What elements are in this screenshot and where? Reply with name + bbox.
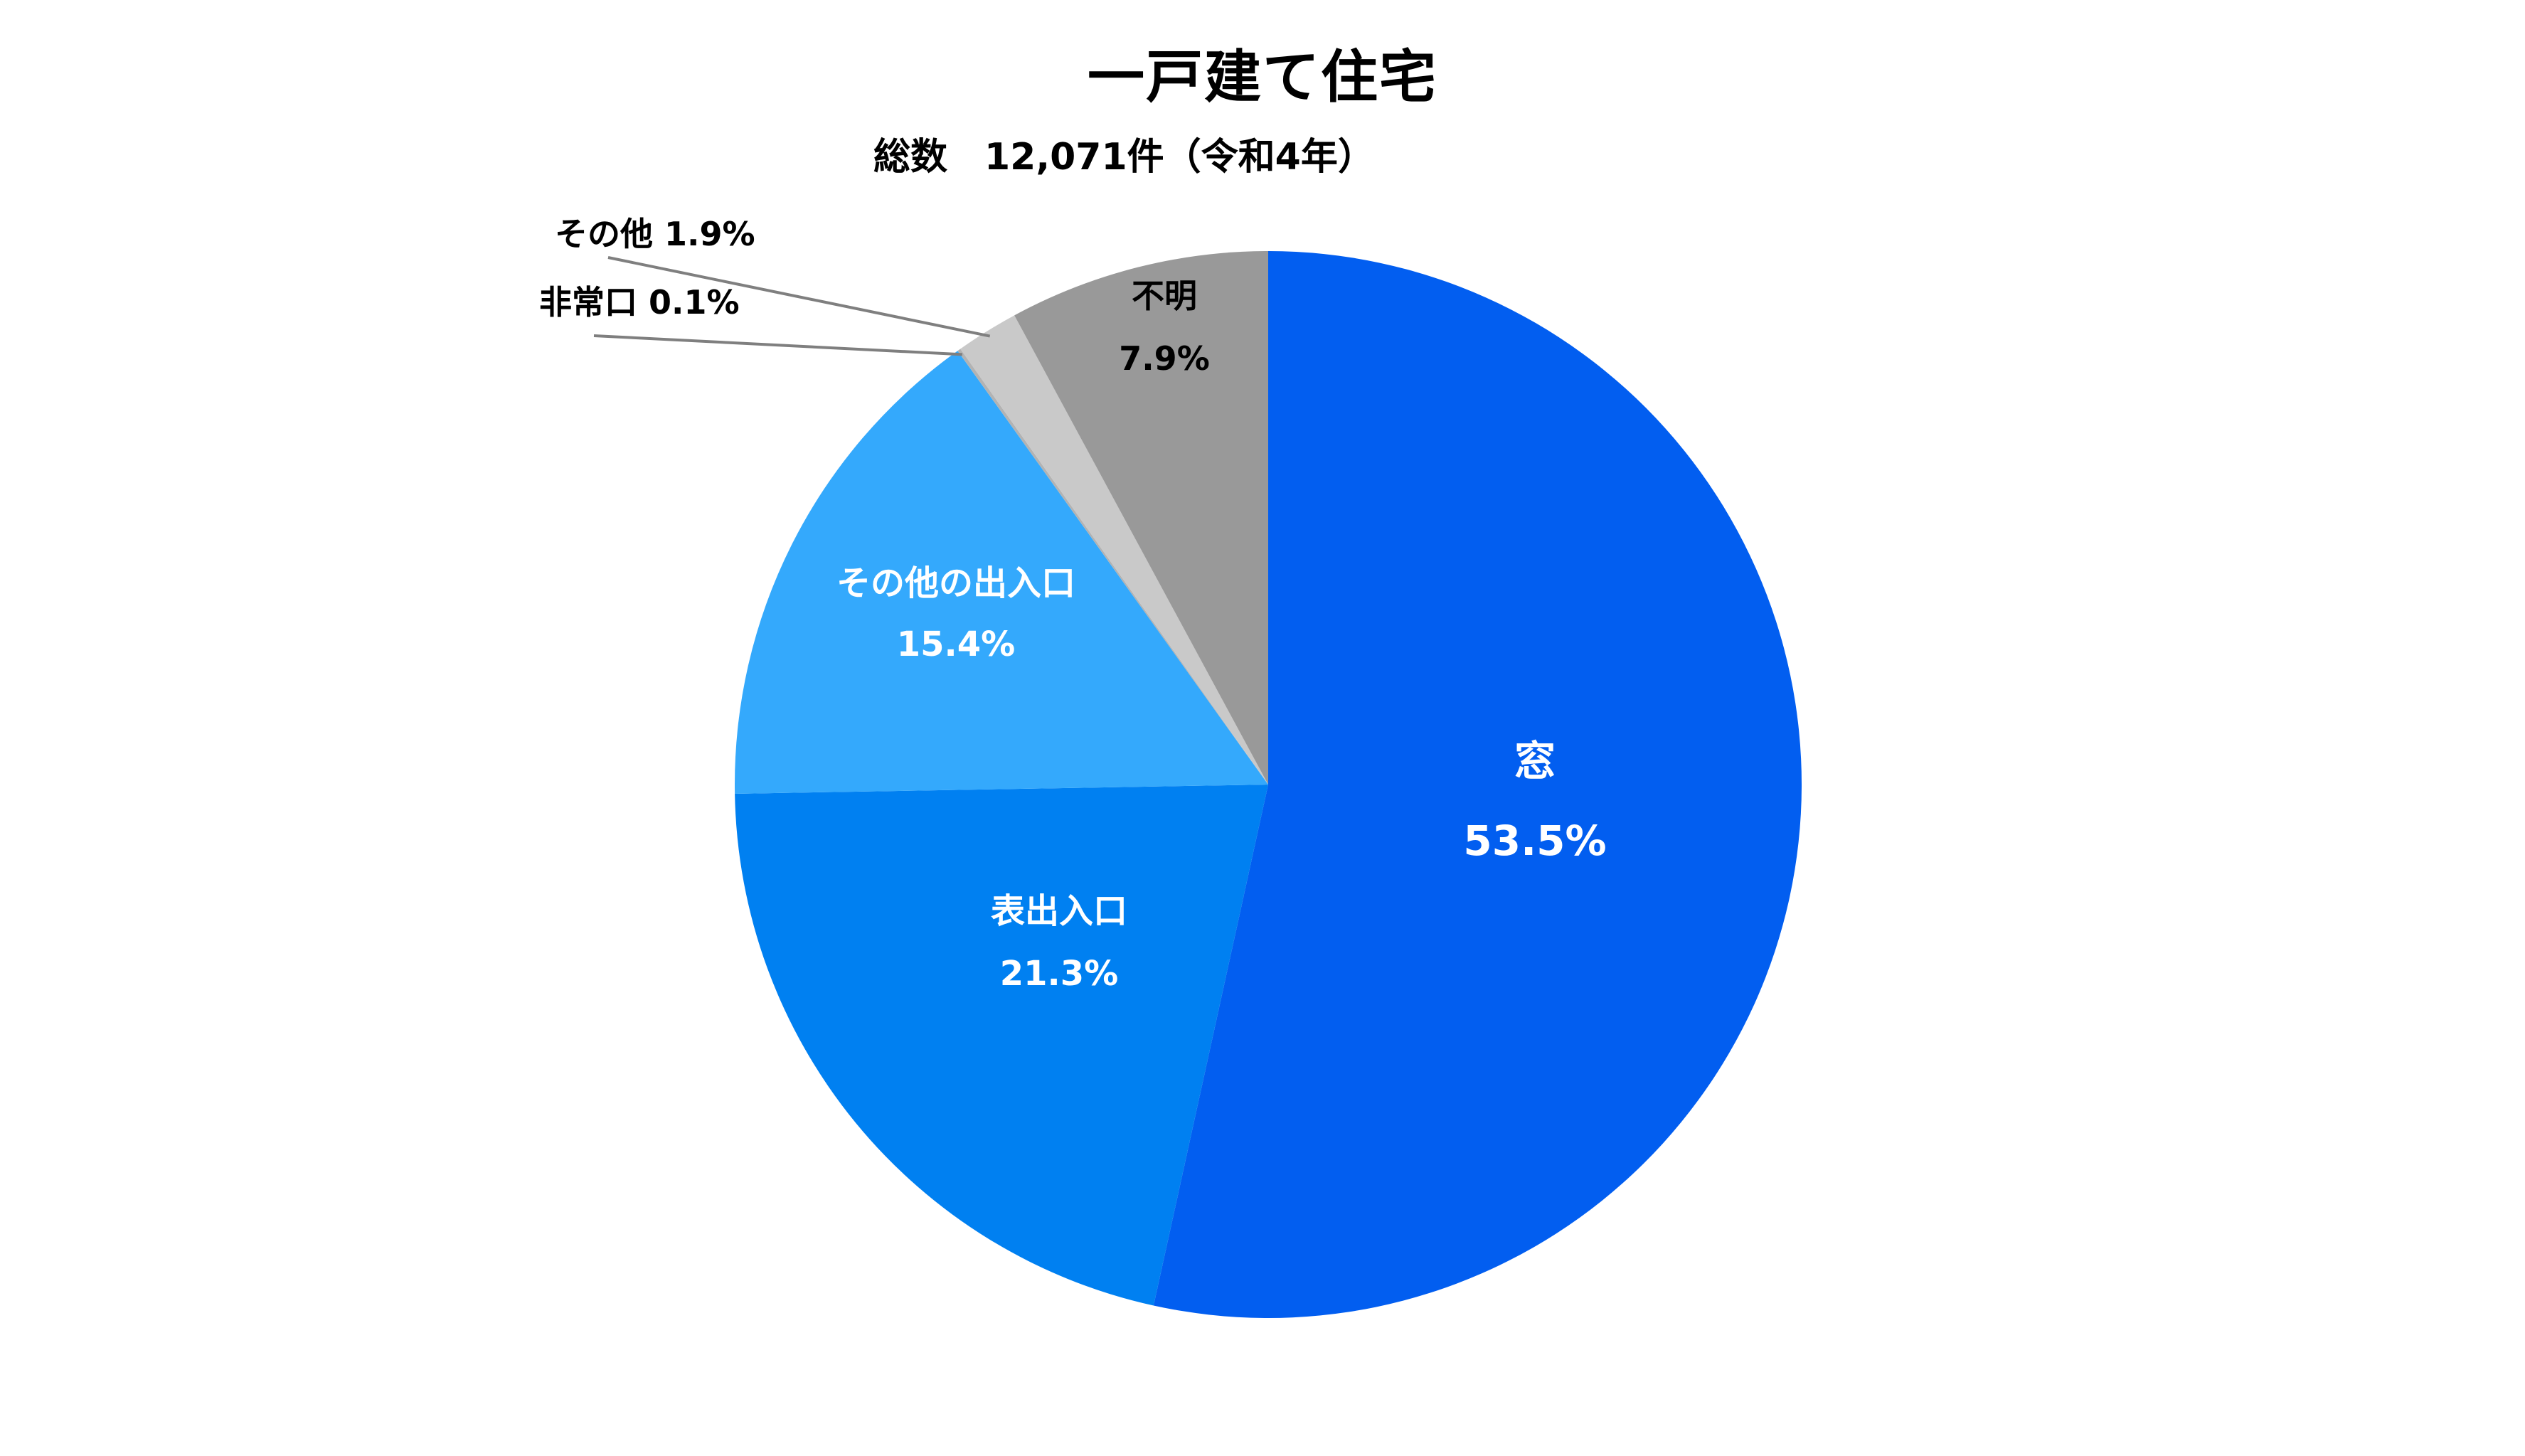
pie-slice-6 (1014, 251, 1268, 785)
pie-slice-4 (957, 349, 1268, 785)
leader-line-5 (607, 256, 991, 338)
slice-label-6: 不明 (1132, 277, 1197, 315)
leader-line-4 (593, 334, 963, 356)
slice-value-label-6: 7.9% (1119, 339, 1210, 378)
slice-value-label-3: 15.4% (897, 625, 1016, 664)
slice-label-5: その他 1.9% (555, 215, 755, 253)
slice-value-label-2: 21.3% (1000, 954, 1119, 994)
chart-subtitle: 総数 12,071件（令和4年） (873, 136, 1375, 179)
slice-label-1: 窓 (1514, 737, 1556, 785)
pie-slice-1 (1153, 251, 1802, 1318)
slice-label-2: 表出入口 (991, 891, 1127, 931)
chart-title: 一戸建て住宅 (1088, 44, 1437, 110)
slice-value-label-1: 53.5% (1463, 817, 1606, 865)
pie-slice-2 (735, 785, 1268, 1306)
pie-slice-3 (734, 351, 1268, 794)
slice-label-4: 非常口 0.1% (539, 283, 740, 322)
pie-slice-5 (960, 315, 1268, 785)
slice-label-3: その他の出入口 (836, 563, 1075, 603)
